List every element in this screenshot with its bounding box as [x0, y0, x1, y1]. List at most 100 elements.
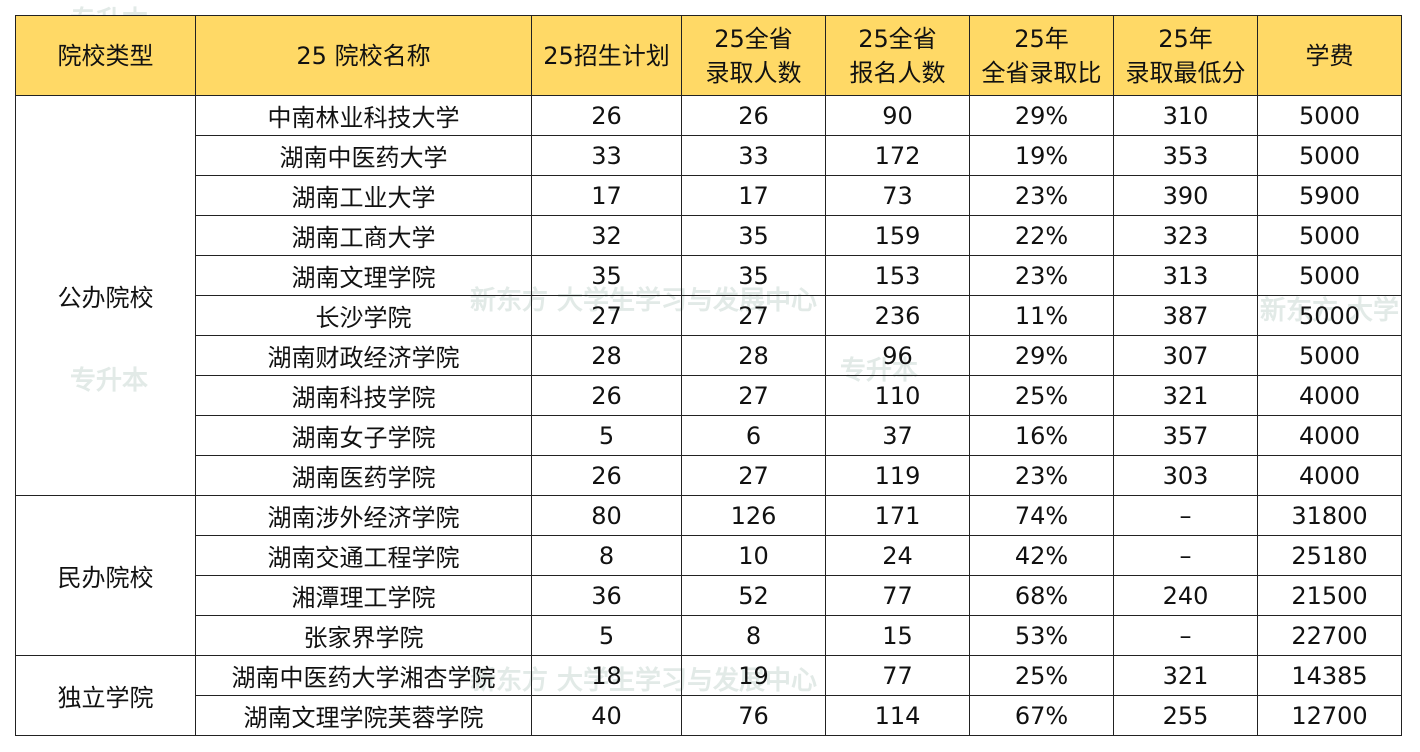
table-cell: 40: [531, 695, 682, 736]
table-cell: 172: [825, 135, 970, 176]
table-cell: 5000: [1257, 215, 1402, 256]
table-row: 公办院校 中南林业科技大学 26 26 90 29% 310 5000: [15, 95, 1402, 496]
table-cell: 5000: [1257, 95, 1402, 136]
table-cell: 33: [531, 135, 682, 176]
table-cell: –: [1113, 495, 1258, 536]
table-cell: 5000: [1257, 255, 1402, 296]
table-cell: 313: [1113, 255, 1258, 296]
table-row: 湖南中医药大学 33 33 172 19% 353 5000: [16, 135, 1402, 176]
school-name-cell: 湖南文理学院芙蓉学院: [195, 695, 532, 736]
table-cell: 35: [531, 255, 682, 296]
table-cell: 255: [1113, 695, 1258, 736]
table-cell: 27: [681, 455, 826, 496]
table-cell: 8: [681, 615, 826, 656]
table-row: 湖南财政经济学院 28 28 96 29% 307 5000: [16, 335, 1402, 376]
school-name-cell: 湖南工商大学: [195, 215, 532, 256]
table-cell: 31800: [1257, 495, 1402, 536]
column-header: 25年 录取最低分: [1113, 15, 1258, 96]
table-cell: 27: [681, 295, 826, 336]
column-header: 院校类型: [15, 15, 196, 96]
school-name-cell: 湖南财政经济学院: [195, 335, 532, 376]
table-cell: 17: [531, 175, 682, 216]
school-name-cell: 湖南中医药大学: [195, 135, 532, 176]
school-name-cell: 长沙学院: [195, 295, 532, 336]
table-cell: 12700: [1257, 695, 1402, 736]
table-cell: 74%: [969, 495, 1114, 536]
table-cell: 32: [531, 215, 682, 256]
table-cell: 5900: [1257, 175, 1402, 216]
institution-type-cell: 独立学院: [15, 655, 196, 736]
table-cell: 28: [531, 335, 682, 376]
table-cell: 4000: [1257, 455, 1402, 496]
table-cell: 357: [1113, 415, 1258, 456]
table-cell: 80: [531, 495, 682, 536]
school-name-cell: 中南林业科技大学: [195, 95, 532, 136]
table-cell: 26: [531, 455, 682, 496]
column-header: 25招生计划: [531, 15, 682, 96]
table-row: 湖南科技学院 26 27 110 25% 321 4000: [16, 375, 1402, 416]
table-cell: 16%: [969, 415, 1114, 456]
table-row: 湖南医药学院 26 27 119 23% 303 4000: [16, 455, 1402, 496]
table-cell: 321: [1113, 375, 1258, 416]
table-row: 湘潭理工学院 36 52 77 68% 240 21500: [16, 575, 1402, 616]
table-cell: 29%: [969, 95, 1114, 136]
table-cell: 307: [1113, 335, 1258, 376]
table-cell: 8: [531, 535, 682, 576]
table-cell: 77: [825, 655, 970, 696]
admission-table: 院校类型 25 院校名称 25招生计划 25全省 录取人数 25全省 报名人数 25年 全省录取…: [15, 15, 1402, 736]
table-cell: 387: [1113, 295, 1258, 336]
table-cell: 23%: [969, 255, 1114, 296]
table-cell: 27: [531, 295, 682, 336]
table-cell: 119: [825, 455, 970, 496]
table-cell: 68%: [969, 575, 1114, 616]
table-cell: 26: [531, 375, 682, 416]
table-cell: 5000: [1257, 135, 1402, 176]
table-cell: 35: [681, 215, 826, 256]
table-cell: 19: [681, 655, 826, 696]
table-cell: 67%: [969, 695, 1114, 736]
table-cell: 126: [681, 495, 826, 536]
table-cell: 159: [825, 215, 970, 256]
table-cell: 6: [681, 415, 826, 456]
header-row: 院校类型 25 院校名称 25招生计划 25全省 录取人数 25全省 报名人数 25年 全省录取…: [15, 15, 1402, 96]
table-cell: 4000: [1257, 375, 1402, 416]
table-cell: 42%: [969, 535, 1114, 576]
table-cell: 25%: [969, 375, 1114, 416]
table-cell: 10: [681, 535, 826, 576]
table-cell: 5: [531, 615, 682, 656]
table-cell: 23%: [969, 175, 1114, 216]
table-row: 长沙学院 27 27 236 11% 387 5000: [16, 295, 1402, 336]
table-cell: 303: [1113, 455, 1258, 496]
table-container: 院校类型 25 院校名称 25招生计划 25全省 录取人数 25全省 报名人数 25年 全省录取…: [15, 15, 1402, 736]
table-cell: 29%: [969, 335, 1114, 376]
table-cell: 4000: [1257, 415, 1402, 456]
table-cell: 310: [1113, 95, 1258, 136]
table-cell: 52: [681, 575, 826, 616]
school-name-cell: 湖南女子学院: [195, 415, 532, 456]
table-row: 湖南文理学院芙蓉学院 40 76 114 67% 255 12700: [16, 695, 1402, 736]
table-cell: 73: [825, 175, 970, 216]
table-cell: 321: [1113, 655, 1258, 696]
table-cell: 33: [681, 135, 826, 176]
table-row: 湖南工商大学 32 35 159 22% 323 5000: [16, 215, 1402, 256]
table-cell: 22700: [1257, 615, 1402, 656]
table-cell: 390: [1113, 175, 1258, 216]
school-name-cell: 张家界学院: [195, 615, 532, 656]
school-name-cell: 湖南中医药大学湘杏学院: [195, 655, 532, 696]
table-cell: 236: [825, 295, 970, 336]
table-cell: 96: [825, 335, 970, 376]
table-cell: 5000: [1257, 335, 1402, 376]
column-header: 25年 全省录取比: [969, 15, 1114, 96]
school-name-cell: 湖南科技学院: [195, 375, 532, 416]
table-cell: 353: [1113, 135, 1258, 176]
table-cell: 25180: [1257, 535, 1402, 576]
table-cell: 5: [531, 415, 682, 456]
table-cell: 53%: [969, 615, 1114, 656]
table-cell: 25%: [969, 655, 1114, 696]
table-cell: –: [1113, 535, 1258, 576]
table-cell: 77: [825, 575, 970, 616]
school-name-cell: 湘潭理工学院: [195, 575, 532, 616]
table-cell: 171: [825, 495, 970, 536]
table-row: 湖南文理学院 35 35 153 23% 313 5000: [16, 255, 1402, 296]
institution-type-cell: 民办院校: [15, 495, 196, 656]
